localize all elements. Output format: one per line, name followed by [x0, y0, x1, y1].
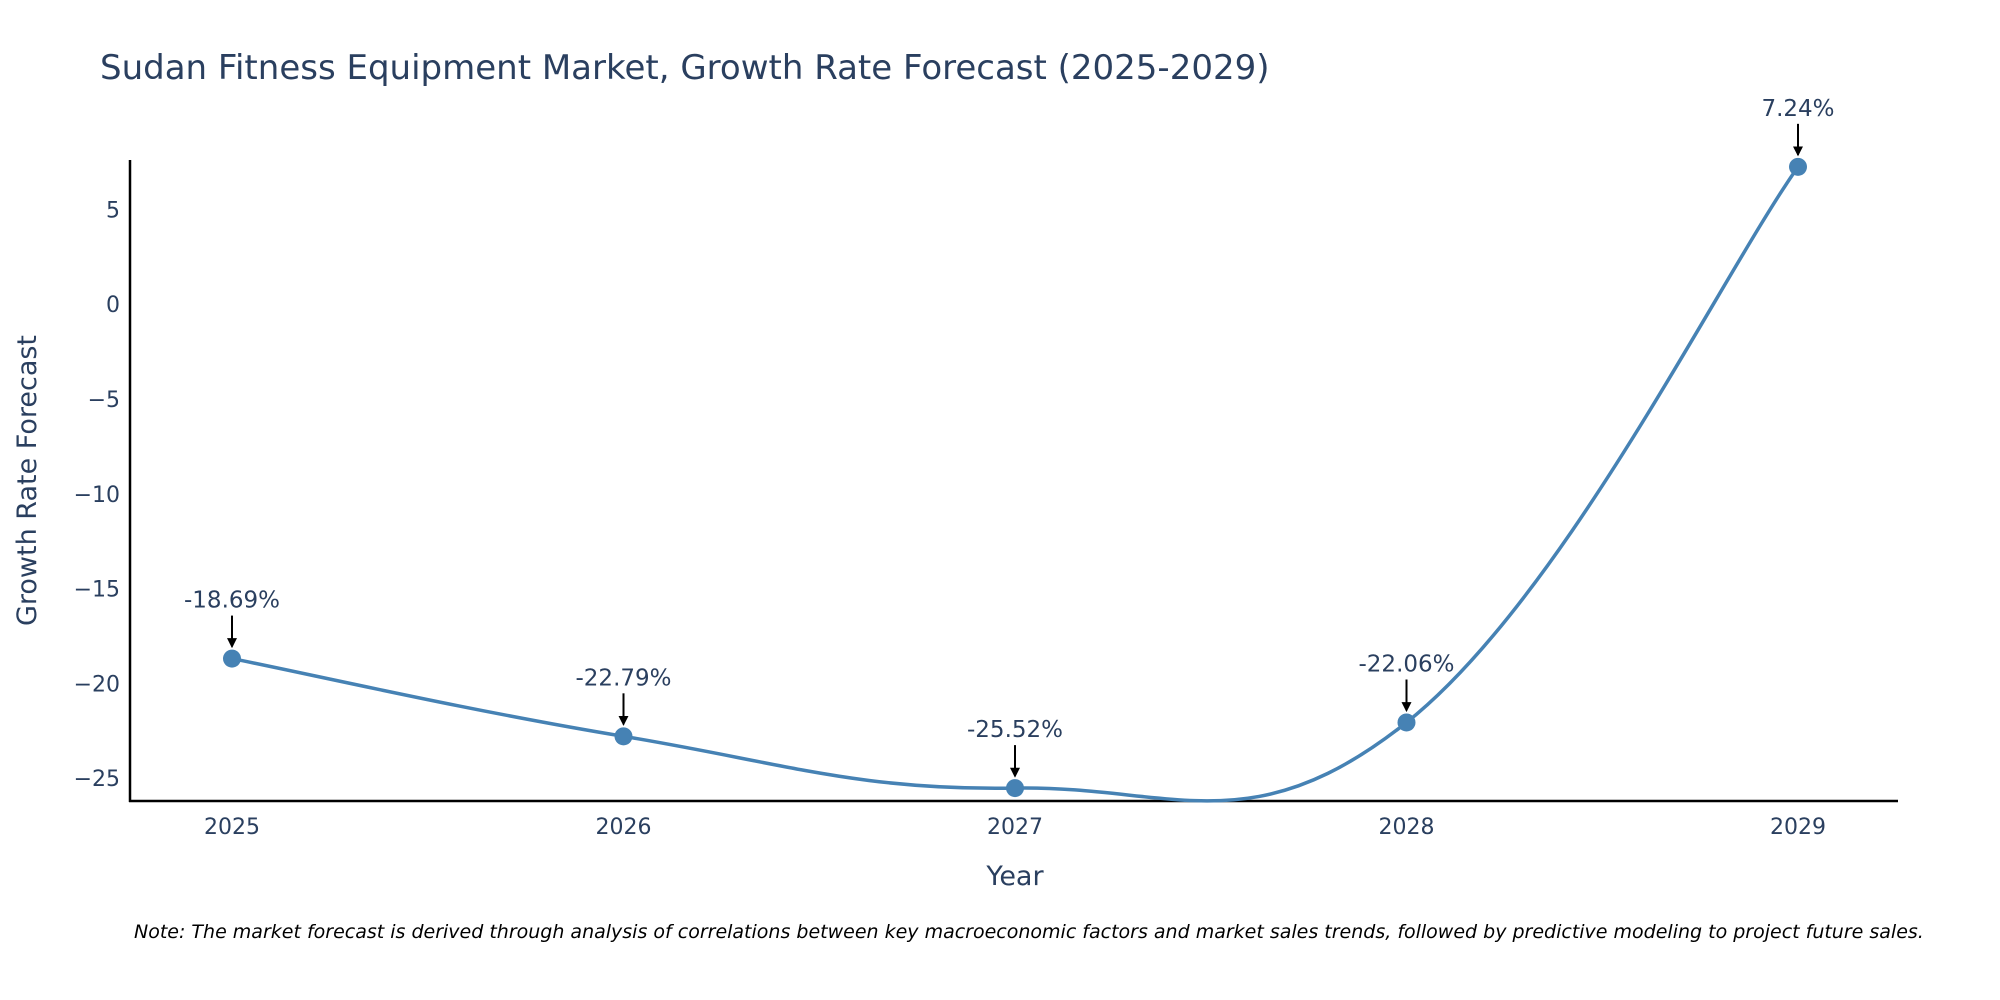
data-point: [1006, 779, 1024, 798]
data-point: [1789, 157, 1807, 176]
data-point: [614, 727, 633, 746]
x-tick-label: 2029: [1770, 815, 1826, 840]
axes: [128, 160, 1898, 803]
data-label: 7.24%: [1761, 96, 1834, 122]
x-tick-label: 2026: [596, 815, 652, 840]
data-point: [1397, 713, 1416, 732]
data-label: -25.52%: [967, 717, 1063, 743]
footnote: Note: The market forecast is derived thr…: [134, 921, 1924, 943]
y-axis-title: Growth Rate Forecast: [12, 335, 43, 626]
data-label: -22.79%: [576, 665, 672, 691]
data-labels: -18.69% -22.79% -25.52% -22.06% 7.24%: [184, 96, 1835, 778]
data-label: -18.69%: [184, 588, 280, 614]
x-tick-label: 2028: [1379, 815, 1435, 840]
x-axis-title: Year: [985, 861, 1044, 892]
x-tick-label: 2025: [204, 815, 260, 840]
data-point: [223, 649, 241, 668]
tick-labels: 5 0 −5 −10 −15 −20 −25 2025 2026 2027 2028 2029: [74, 198, 1826, 840]
data-label: -22.06%: [1359, 651, 1455, 677]
y-tick-label: 0: [106, 293, 120, 318]
series-line: [231, 165, 1800, 803]
y-tick-label: −25: [74, 767, 120, 792]
x-tick-label: 2027: [987, 815, 1043, 840]
y-tick-label: −5: [88, 388, 120, 413]
y-tick-label: −15: [74, 578, 120, 603]
chart-title: Sudan Fitness Equipment Market, Growth R…: [100, 48, 1270, 88]
y-tick-label: 5: [106, 198, 120, 223]
y-tick-label: −10: [74, 483, 120, 508]
y-tick-label: −20: [74, 672, 120, 697]
series-line-path: [231, 165, 1800, 803]
data-points: [223, 157, 1807, 798]
